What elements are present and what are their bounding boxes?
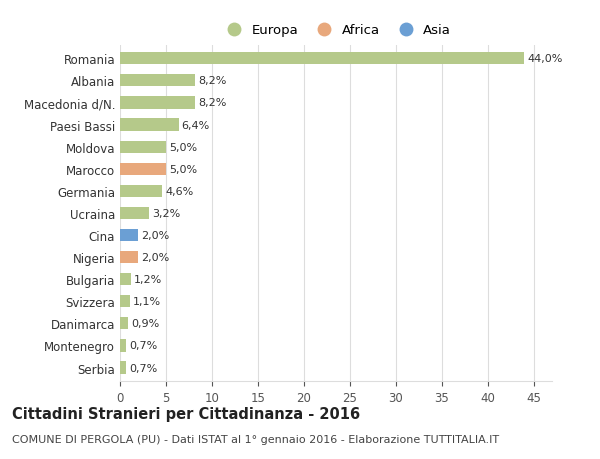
Text: 2,0%: 2,0% bbox=[141, 252, 169, 263]
Text: 4,6%: 4,6% bbox=[165, 186, 193, 196]
Text: 0,7%: 0,7% bbox=[129, 363, 157, 373]
Bar bbox=[120, 274, 131, 285]
Bar bbox=[120, 141, 166, 153]
Bar bbox=[120, 252, 139, 263]
Bar bbox=[120, 230, 139, 241]
Text: 5,0%: 5,0% bbox=[169, 142, 197, 152]
Bar bbox=[120, 53, 524, 65]
Text: 2,0%: 2,0% bbox=[141, 230, 169, 241]
Text: 8,2%: 8,2% bbox=[198, 76, 227, 86]
Bar bbox=[120, 296, 130, 308]
Text: Cittadini Stranieri per Cittadinanza - 2016: Cittadini Stranieri per Cittadinanza - 2… bbox=[12, 406, 360, 421]
Text: 1,2%: 1,2% bbox=[134, 274, 162, 285]
Text: 6,4%: 6,4% bbox=[182, 120, 210, 130]
Bar bbox=[120, 207, 149, 219]
Bar bbox=[120, 119, 179, 131]
Legend: Europa, Africa, Asia: Europa, Africa, Asia bbox=[215, 19, 457, 43]
Text: 1,1%: 1,1% bbox=[133, 297, 161, 307]
Bar bbox=[120, 185, 162, 197]
Text: 3,2%: 3,2% bbox=[152, 208, 181, 218]
Bar bbox=[120, 163, 166, 175]
Text: 0,7%: 0,7% bbox=[129, 341, 157, 351]
Text: 0,9%: 0,9% bbox=[131, 319, 159, 329]
Text: 8,2%: 8,2% bbox=[198, 98, 227, 108]
Bar bbox=[120, 362, 127, 374]
Text: 5,0%: 5,0% bbox=[169, 164, 197, 174]
Bar bbox=[120, 318, 128, 330]
Bar bbox=[120, 75, 196, 87]
Text: COMUNE DI PERGOLA (PU) - Dati ISTAT al 1° gennaio 2016 - Elaborazione TUTTITALIA: COMUNE DI PERGOLA (PU) - Dati ISTAT al 1… bbox=[12, 434, 499, 444]
Bar bbox=[120, 340, 127, 352]
Text: 44,0%: 44,0% bbox=[527, 54, 563, 64]
Bar bbox=[120, 97, 196, 109]
